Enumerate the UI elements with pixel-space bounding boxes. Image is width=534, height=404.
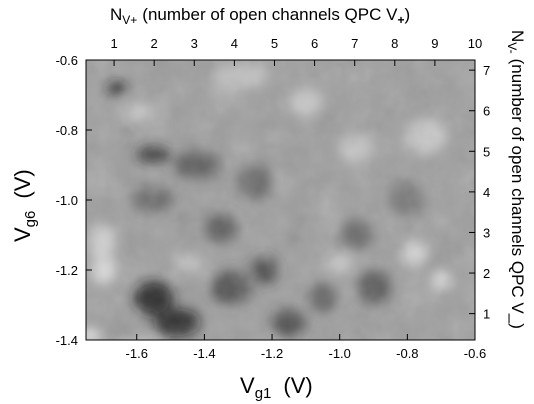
right-tick-label: 5: [483, 144, 490, 159]
top-axis: 1 2 3 4 5 6 7 8 9 10: [110, 36, 482, 66]
right-tick-label: 7: [483, 63, 490, 78]
right-axis-label-sub: V-: [505, 42, 519, 53]
y-tick-label: -0.6: [56, 53, 78, 68]
top-axis-label-sub: V+: [122, 13, 137, 27]
top-tick-label: 10: [468, 36, 482, 51]
top-tick-label: 3: [191, 36, 198, 51]
right-tick-label: 2: [483, 266, 490, 281]
y-axis-label-sub: g6: [22, 211, 39, 228]
top-tick-label: 7: [351, 36, 358, 51]
x-axis-label-sub: g1: [255, 385, 272, 402]
y-axis-label: Vg6 (V): [10, 169, 39, 242]
top-tick-label: 4: [231, 36, 238, 51]
y-tick-label: -1.4: [56, 333, 78, 348]
top-tick-label: 8: [391, 36, 398, 51]
y-axis-label-main: V: [10, 227, 35, 242]
right-axis-label-rest: (number of open channels QPC V_): [508, 59, 527, 329]
x-axis-label-unit: (V): [283, 373, 312, 398]
y-tick-label: -0.8: [56, 123, 78, 138]
right-tick-label: 3: [483, 225, 490, 240]
right-tick-label: 6: [483, 104, 490, 119]
right-tick-label: 1: [483, 307, 490, 322]
top-tick-label: 5: [271, 36, 278, 51]
right-axis: 1 2 3 4 5 6 7: [469, 63, 490, 322]
x-axis-label-main: V: [240, 373, 255, 398]
right-axis-label-main: N: [508, 30, 527, 42]
x-tick-label: -0.6: [464, 346, 486, 361]
heatmap-grain: [86, 60, 475, 340]
y-tick-label: -1.2: [56, 263, 78, 278]
top-tick-label: 9: [431, 36, 438, 51]
top-tick-label: 2: [151, 36, 158, 51]
x-tick-label: -1.6: [126, 346, 148, 361]
y-axis-label-unit: (V): [10, 169, 35, 198]
top-axis-label-rest-end: ): [404, 5, 410, 24]
x-tick-label: -0.8: [396, 346, 418, 361]
heatmap: [86, 60, 475, 340]
x-axis-label: Vg1 (V): [240, 373, 313, 402]
right-axis-label: NV- (number of open channels QPC V_): [505, 30, 527, 329]
top-tick-label: 1: [110, 36, 117, 51]
x-tick-label: -1.4: [193, 346, 215, 361]
right-tick-label: 4: [483, 185, 490, 200]
top-tick-label: 6: [311, 36, 318, 51]
left-axis: -0.6 -0.8 -1.0 -1.2 -1.4: [56, 53, 92, 348]
x-tick-label: -1.0: [328, 346, 350, 361]
bottom-axis: -1.6 -1.4 -1.2 -1.0 -0.8 -0.6: [126, 334, 486, 361]
top-axis-label-main: N: [110, 5, 122, 24]
y-tick-label: -1.0: [56, 193, 78, 208]
top-axis-label-rest: (number of open channels QPC V: [142, 5, 398, 24]
top-axis-label-rest-sub: +: [397, 13, 404, 27]
x-tick-label: -1.2: [261, 346, 283, 361]
top-axis-label: NV+ (number of open channels QPC V+): [110, 5, 410, 27]
